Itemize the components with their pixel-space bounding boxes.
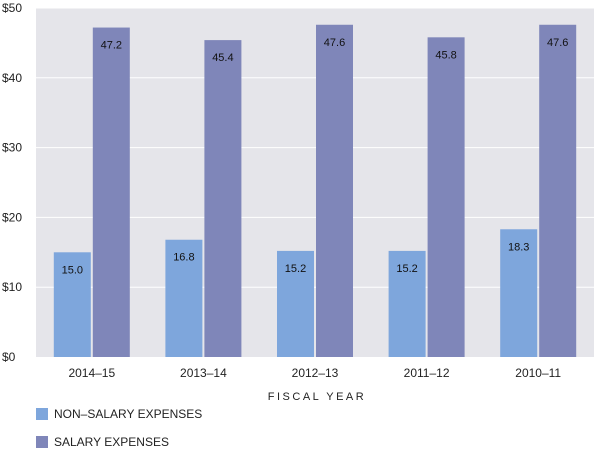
bar <box>539 24 577 357</box>
x-tick-label: 2014–15 <box>68 366 115 380</box>
bar <box>165 239 203 357</box>
y-tick-label: $10 <box>2 280 22 294</box>
x-axis-title: FISCAL YEAR <box>268 391 366 403</box>
y-axis-ticks: $0 $10 $20 $30 $40 $50 <box>2 1 22 364</box>
bars <box>53 24 577 357</box>
data-label: 16.8 <box>173 252 194 264</box>
bar <box>204 40 242 357</box>
legend-swatch-non-salary <box>36 408 48 420</box>
data-label: 47.2 <box>101 40 122 52</box>
bar <box>53 252 91 357</box>
data-label: 15.0 <box>62 264 83 276</box>
bar <box>427 37 465 357</box>
bar <box>388 250 426 357</box>
legend-item-non-salary: NON–SALARY EXPENSES <box>36 407 202 421</box>
x-axis-ticks: 2014–15 2013–14 2012–13 2011–12 2010–11 <box>68 366 561 380</box>
legend-item-salary: SALARY EXPENSES <box>36 435 169 449</box>
data-label: 47.6 <box>547 37 568 49</box>
data-label: 18.3 <box>508 241 529 253</box>
data-labels: 15.0 47.2 16.8 45.4 15.2 47.6 15.2 45.8 18.3 47.6 <box>62 37 569 277</box>
data-label: 15.2 <box>285 263 306 275</box>
bar <box>277 250 314 357</box>
bar <box>92 27 130 357</box>
x-tick-label: 2010–11 <box>515 366 561 380</box>
bar <box>500 229 538 357</box>
x-tick-label: 2011–12 <box>404 366 450 380</box>
x-tick-label: 2013–14 <box>180 366 227 380</box>
y-tick-label: $30 <box>2 141 22 155</box>
data-label: 15.2 <box>396 263 417 275</box>
y-tick-label: $40 <box>2 71 22 85</box>
legend-label-salary: SALARY EXPENSES <box>54 435 169 449</box>
data-label: 45.8 <box>435 49 456 61</box>
x-tick-label: 2012–13 <box>292 366 339 380</box>
legend-swatch-salary <box>36 436 48 448</box>
data-label: 47.6 <box>324 37 345 49</box>
y-tick-label: $50 <box>2 1 22 15</box>
y-tick-label: $20 <box>2 210 22 224</box>
y-tick-label: $0 <box>2 350 16 364</box>
bar <box>316 24 353 357</box>
data-label: 45.4 <box>212 52 233 64</box>
legend-label-non-salary: NON–SALARY EXPENSES <box>54 407 203 421</box>
